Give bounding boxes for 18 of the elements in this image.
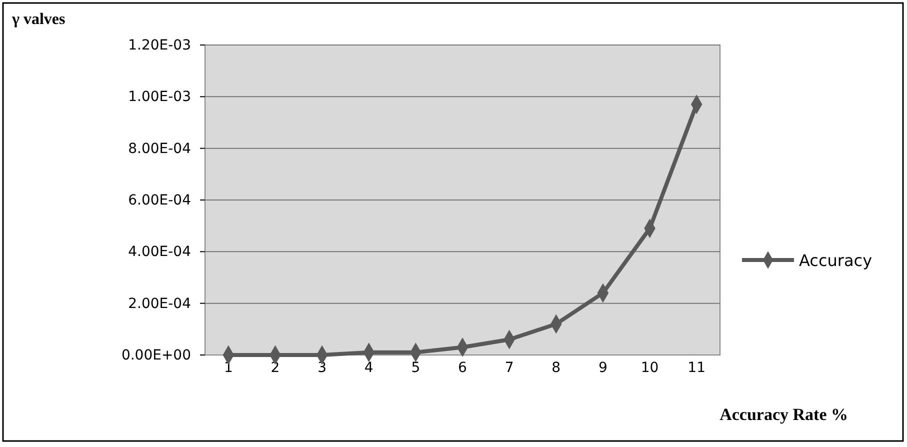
legend-label: Accuracy	[799, 251, 872, 270]
y-tick-label: 2.00E-04	[128, 296, 192, 312]
x-tick-label: 9	[598, 360, 608, 376]
x-tick-label: 8	[552, 360, 561, 376]
y-tick-label: 1.00E-03	[128, 89, 191, 106]
y-tick-label: 6.00E-04	[128, 192, 192, 208]
y-tick-label: 1.20E-03	[128, 37, 191, 54]
x-tick-label: 6	[458, 360, 468, 376]
y-tick-label: 8.00E-04	[128, 140, 192, 157]
x-tick-label: 5	[411, 360, 420, 376]
x-tick-label: 10	[640, 360, 659, 376]
x-tick-label: 4	[364, 360, 374, 376]
y-axis-title: γ valves	[11, 11, 66, 28]
y-tick-label: 0.00E+00	[121, 347, 191, 364]
x-tick-label: 11	[688, 360, 706, 376]
x-tick-label: 7	[504, 360, 514, 376]
x-axis-title: Accuracy Rate %	[720, 405, 848, 424]
y-tick-label: 4.00E-04	[128, 244, 192, 260]
